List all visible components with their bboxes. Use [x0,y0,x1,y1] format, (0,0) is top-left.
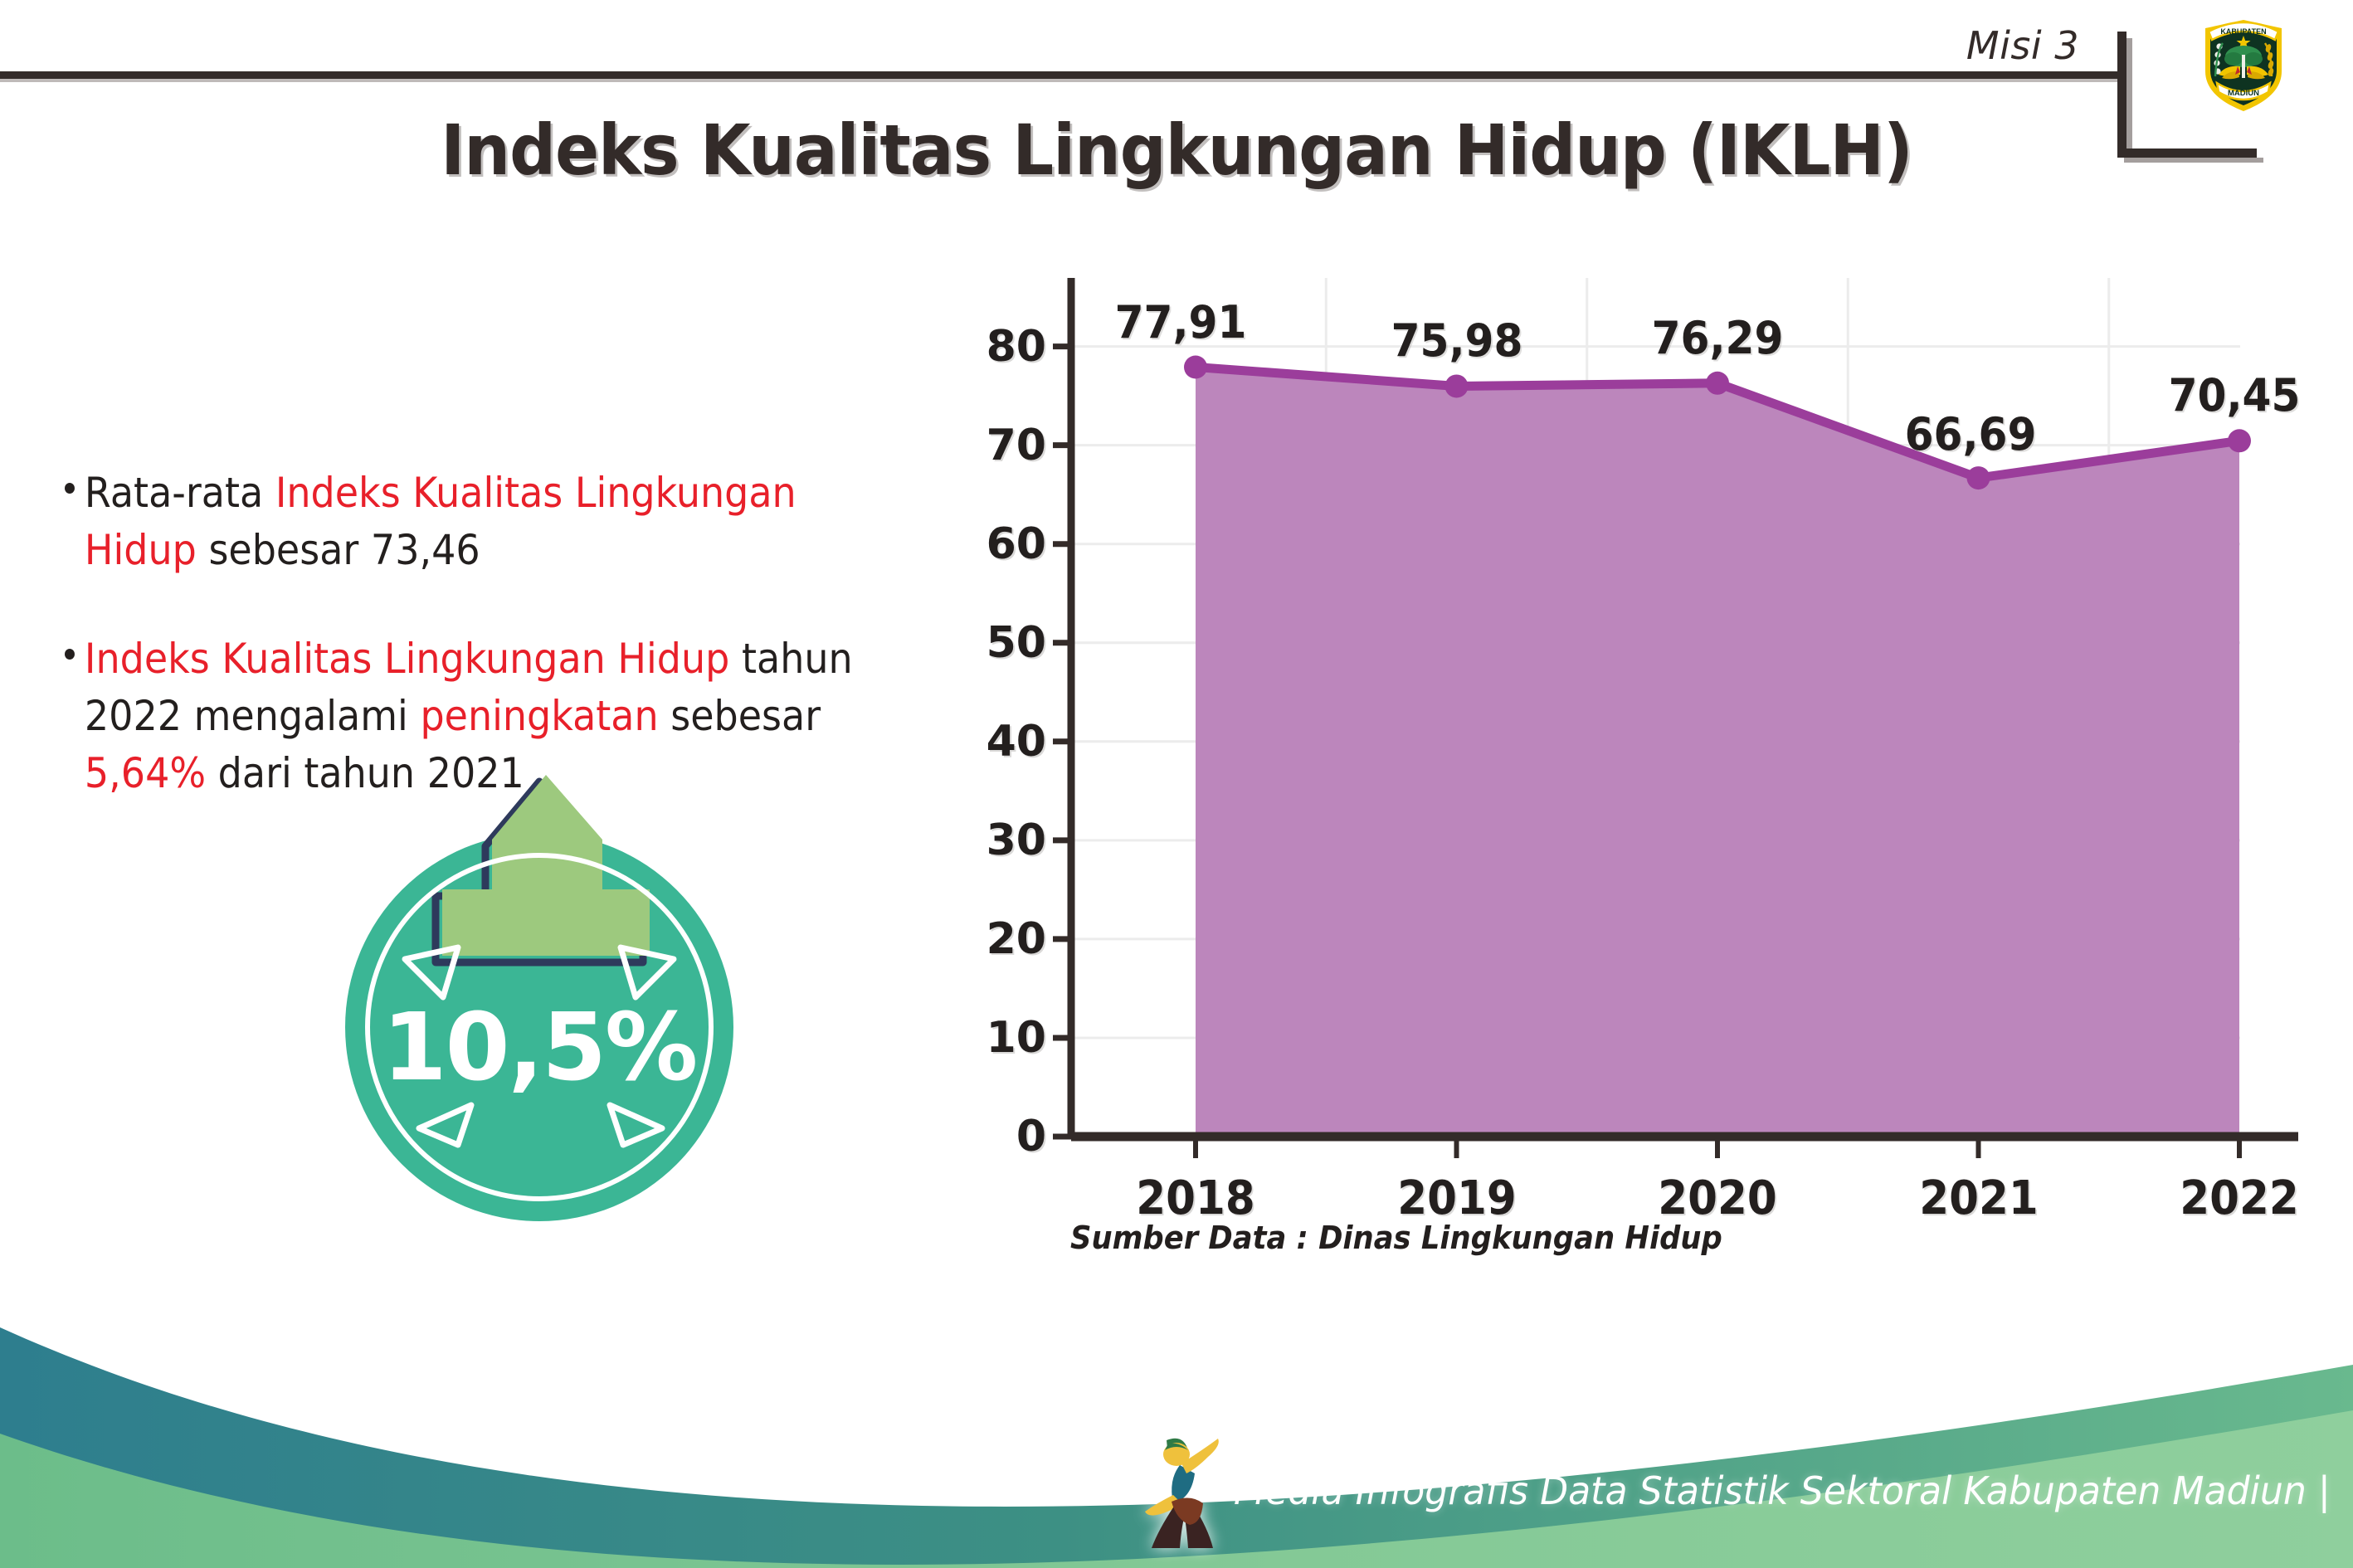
chart-plot-area [1053,278,2298,1158]
footer-wave-decoration [0,1327,2353,1568]
list-item: Rata-rata Indeks Kualitas Lingkungan Hid… [65,465,904,579]
badge-corner-triangles-icon [402,944,677,1148]
highlighted-phrase: Indeks Kualitas Lingkungan Hidup [84,469,797,574]
x-axis-tick-label: 2018 [1136,1171,1255,1225]
plain-phrase: Rata-rata [84,469,275,517]
y-axis-tick-label: 0 [1016,1112,1046,1161]
statistics-figure-logo-icon [1145,1438,1219,1548]
x-axis-tick-label: 2021 [1918,1171,2039,1225]
y-axis-tick-label: 70 [986,420,1046,470]
bullet-list: Rata-rata Indeks Kualitas Lingkungan Hid… [65,465,977,854]
y-axis-tick-label: 50 [986,617,1046,668]
highlighted-phrase: peningkatan [420,692,659,740]
y-axis-tick-label: 60 [986,519,1046,569]
emblem-bracket-frame [2117,32,2353,163]
x-axis-tick-label: 2022 [2180,1171,2299,1225]
svg-text:KABUPATEN: KABUPATEN [2220,27,2266,36]
data-point-label: 70,45 [2168,369,2301,422]
data-point-label: 75,98 [1391,314,1522,368]
plain-phrase: sebesar [658,692,821,740]
x-axis-tick-label: 2020 [1658,1171,1777,1225]
svg-text:MADIUN: MADIUN [2228,89,2259,98]
header-divider-shadow [0,79,2121,82]
footer-caption: Media Infografis Data Statistik Sektoral… [1234,1468,2331,1513]
bullet-dot-icon [65,483,75,494]
increase-badge: 10,5% [332,763,747,1221]
x-axis-tick-label: 2019 [1396,1171,1517,1225]
misi-label: Misi 3 [1966,23,2079,68]
bullet-text: Indeks Kualitas Lingkungan Hidup tahun 2… [65,631,904,802]
y-axis-tick-label: 10 [986,1012,1046,1063]
source-note: Sumber Data : Dinas Lingkungan Hidup [1070,1220,1722,1256]
badge-inner-ring [365,853,714,1201]
bullet-dot-icon [65,649,75,660]
badge-percentage-value: 10,5% [382,994,699,1102]
plain-phrase: tahun 2022 mengalami [84,635,853,740]
iklh-area-chart: 0 10 20 30 40 50 60 70 80 2018 2019 2020 2021 2022 7… [954,274,2300,1236]
bracket-vertical-bar [2117,32,2126,158]
y-axis-tick-label: 30 [986,815,1046,865]
highlighted-phrase: Indeks Kualitas Lingkungan Hidup [84,635,730,683]
bracket-horizontal-bar [2117,149,2257,158]
data-point-label: 66,69 [1904,408,2036,461]
bullet-text: Rata-rata Indeks Kualitas Lingkungan Hid… [65,465,904,579]
header-divider-rule [0,71,2121,79]
plain-phrase: dari tahun 2021 [206,749,524,797]
list-item: Indeks Kualitas Lingkungan Hidup tahun 2… [65,631,904,802]
highlighted-phrase: 5,64% [84,749,207,797]
y-axis-tick-label: 40 [986,716,1046,767]
data-point-label: 76,29 [1651,311,1784,364]
bracket-horizontal-shadow [2124,158,2263,163]
plain-phrase: sebesar 73,46 [196,526,480,574]
y-axis-tick-label: 20 [986,913,1046,964]
y-axis-tick-label: 80 [986,321,1046,372]
bracket-vertical-shadow [2126,38,2132,158]
page-title: Indeks Kualitas Lingkungan Hidup (IKLH) [441,110,1912,191]
data-point-label: 77,91 [1114,295,1247,348]
kabupaten-madiun-emblem-icon: KABUPATEN MADIUN [2205,20,2282,111]
